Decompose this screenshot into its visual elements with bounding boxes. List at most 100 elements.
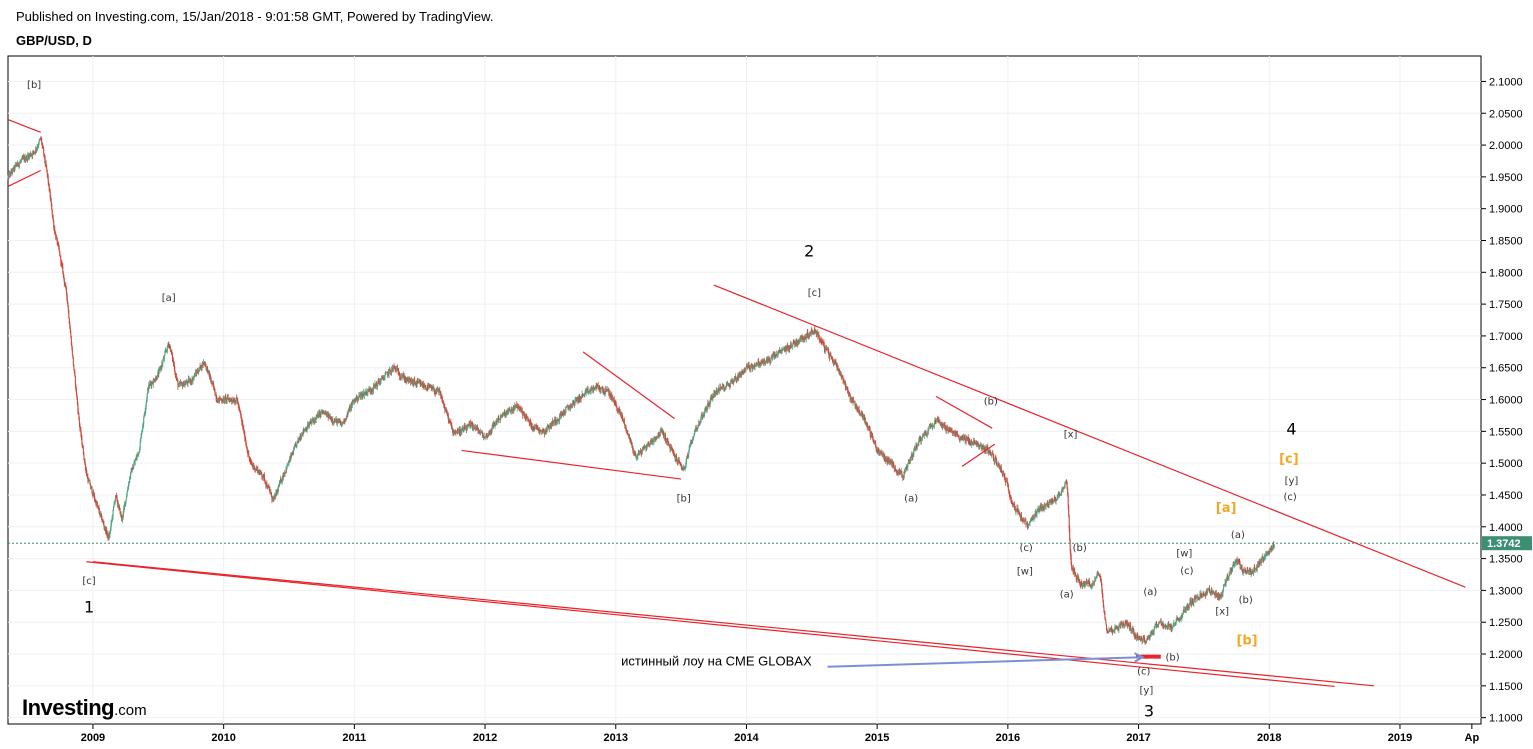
candle-body: [670, 447, 672, 448]
candle-body: [1170, 626, 1172, 629]
candle-body: [306, 428, 308, 430]
candle-body: [612, 398, 614, 401]
candle-body: [1102, 594, 1104, 601]
candle-body: [707, 403, 709, 407]
candle-body: [503, 413, 505, 415]
candle-body: [917, 444, 919, 446]
candle-body: [140, 433, 142, 438]
candle-body: [1227, 576, 1229, 580]
candle-body: [748, 368, 750, 369]
candle-body: [969, 442, 971, 443]
candle-body: [170, 350, 172, 353]
candle-body: [58, 248, 60, 252]
candle-body: [345, 418, 347, 420]
candle-body: [440, 392, 442, 398]
candle-body: [1162, 624, 1164, 627]
candle-body: [344, 418, 346, 422]
candle-body: [1061, 489, 1063, 493]
candle-body: [699, 422, 701, 424]
candle-body: [218, 397, 220, 401]
candle-body: [397, 368, 399, 369]
candle-body: [713, 391, 715, 393]
candle-body: [717, 388, 719, 391]
candle-body: [905, 467, 907, 470]
candle-body: [92, 492, 94, 496]
candle-body: [421, 383, 423, 386]
candle-body: [1144, 637, 1146, 642]
candle-body: [1137, 635, 1139, 638]
candle-body: [259, 473, 261, 475]
candle-body: [543, 432, 545, 434]
candle-body: [1045, 504, 1047, 507]
candle-body: [888, 459, 890, 463]
candle-body: [1022, 519, 1024, 521]
candle-body: [1005, 480, 1007, 483]
candle-body: [1207, 589, 1209, 591]
candle-body: [505, 412, 507, 415]
candle-body: [529, 421, 531, 423]
candle-body: [490, 430, 492, 433]
candle-body: [791, 346, 793, 347]
candle-body: [1039, 508, 1041, 510]
candle-body: [531, 427, 533, 429]
candle-body: [199, 367, 201, 369]
candle-body: [859, 412, 861, 415]
candle-body: [704, 409, 706, 411]
candle-body: [298, 438, 300, 440]
candle-body: [754, 366, 756, 368]
candle-body: [72, 354, 74, 358]
candle-body: [450, 421, 452, 425]
candle-body: [609, 392, 611, 396]
candle-body: [463, 426, 465, 428]
candle-body: [887, 459, 889, 463]
candle-body: [339, 421, 341, 423]
candle-body: [738, 372, 740, 375]
candle-body: [136, 454, 138, 457]
candle-body: [605, 388, 607, 392]
candle-body: [166, 350, 168, 352]
candle-body: [560, 413, 562, 417]
candle-body: [653, 437, 655, 440]
candle-body: [301, 434, 303, 438]
candle-body: [707, 403, 709, 406]
candle-body: [322, 410, 324, 412]
candle-body: [96, 503, 98, 506]
candle-body: [219, 397, 221, 401]
candle-body: [666, 439, 668, 443]
candle-body: [148, 384, 150, 386]
candle-body: [542, 430, 544, 432]
candle-body: [1159, 621, 1161, 623]
candle-body: [721, 386, 723, 389]
candle-body: [511, 409, 513, 412]
candle-body: [762, 361, 764, 363]
candle-body: [482, 436, 484, 438]
candle-body: [631, 444, 633, 447]
candle-body: [1216, 593, 1218, 596]
candle-body: [854, 401, 856, 403]
candle-body: [940, 424, 942, 426]
candle-body: [778, 350, 780, 352]
candle-body: [401, 377, 403, 378]
candle-body: [125, 498, 127, 501]
candle-body: [59, 255, 61, 257]
candle-body: [959, 438, 961, 440]
candle-body: [204, 362, 206, 363]
candle-body: [253, 465, 255, 470]
candle-body: [655, 439, 657, 440]
candle-body: [593, 387, 595, 391]
candle-body: [156, 375, 158, 380]
candle-body: [105, 529, 107, 532]
candle-body: [445, 410, 447, 412]
candle-body: [720, 387, 722, 390]
candle-body: [663, 431, 665, 437]
candle-body: [207, 370, 209, 373]
candle-body: [73, 364, 75, 370]
candle-body: [1245, 570, 1247, 572]
candle-body: [379, 381, 381, 383]
candle-body: [808, 336, 810, 337]
candle-body: [756, 364, 758, 366]
candle-body: [617, 410, 619, 413]
candle-body: [1172, 626, 1174, 628]
candle-body: [474, 426, 476, 427]
